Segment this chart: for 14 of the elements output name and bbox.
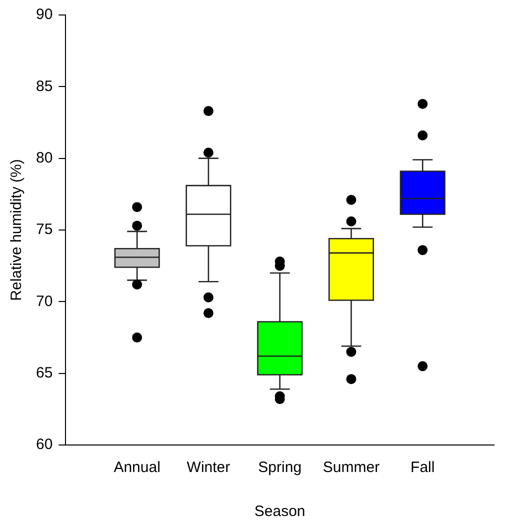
y-tick-label: 65 [36, 364, 53, 382]
x-tick-label: Spring [258, 459, 302, 476]
x-tick-label: Summer [322, 459, 380, 476]
x-tick-label: Annual [114, 459, 160, 476]
y-tick-label: 90 [36, 6, 53, 24]
y-tick-label: 75 [36, 221, 53, 238]
y-tick-label: 60 [36, 436, 53, 454]
x-tick-label: Winter [186, 459, 230, 476]
x-axis-title: Season [254, 503, 306, 520]
y-tick-label: 85 [36, 78, 53, 95]
y-axis-title: Relative humidity (%) [8, 159, 26, 301]
y-tick-label: 80 [36, 149, 53, 166]
x-tick-label: Fall [410, 459, 435, 476]
y-tick-label: 70 [36, 292, 53, 310]
